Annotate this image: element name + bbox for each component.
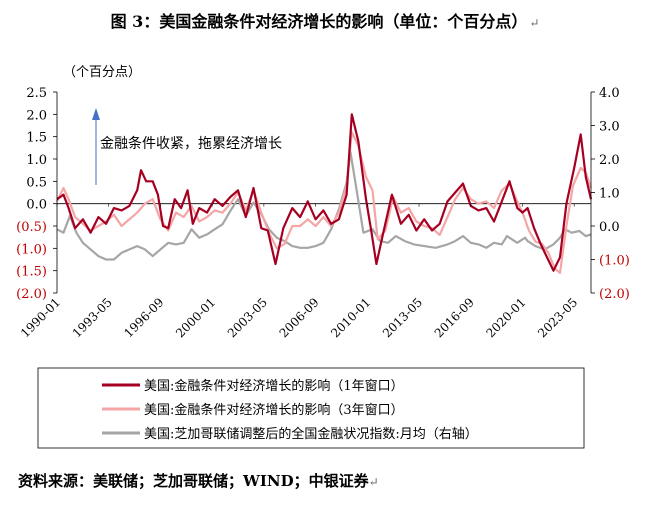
left-y-tick-label: (1.5) bbox=[16, 265, 47, 280]
source-note: 资料来源：美联储；芝加哥联储；WIND；中银证券↵ bbox=[18, 470, 379, 491]
annotation-text: 金融条件收紧，拖累经济增长 bbox=[100, 135, 282, 152]
right-y-tick-label: 4.0 bbox=[599, 86, 620, 101]
right-y-tick-label: 0.0 bbox=[599, 220, 620, 235]
series-line-2 bbox=[56, 131, 593, 274]
x-tick-label: 2003-05 bbox=[225, 295, 270, 340]
series-layer bbox=[56, 113, 593, 274]
x-tick-label: 2000-01 bbox=[173, 295, 218, 340]
right-y-tick-label: (1.0) bbox=[599, 254, 630, 269]
left-y-tick-label: 1.0 bbox=[26, 153, 47, 168]
x-tick-label: 1996-09 bbox=[121, 295, 166, 340]
series-line-1 bbox=[56, 113, 593, 272]
y-unit-label: （个百分点） bbox=[63, 65, 141, 80]
right-y-tick-label: (2.0) bbox=[599, 287, 630, 302]
right-y-tick-label: 1.0 bbox=[599, 187, 620, 202]
series-line-3 bbox=[56, 151, 592, 261]
x-tick-label: 2010-01 bbox=[328, 295, 373, 340]
axes-layer: 2.5 2.0 1.5 1.0 0.5 0.0 (0.5) (1.0) (1.5) (2.0) 4.… bbox=[16, 65, 630, 340]
x-tick-label: 2016-09 bbox=[432, 295, 477, 340]
left-y-tick-label: 2.0 bbox=[26, 108, 47, 123]
legend: 美国:金融条件对经济增长的影响（1年窗口） 美国:金融条件对经济增长的影响（3年窗… bbox=[37, 367, 585, 449]
left-y-tick-label: (1.0) bbox=[16, 242, 47, 257]
left-y-tick-label: (0.5) bbox=[16, 220, 47, 235]
left-y-tick-label: 2.5 bbox=[26, 86, 47, 101]
title-return-mark: ↵ bbox=[529, 16, 540, 30]
x-tick-label: 2023-05 bbox=[535, 295, 580, 340]
legend-label: 美国:金融条件对经济增长的影响（3年窗口） bbox=[144, 402, 404, 418]
figure-title: 图 3：美国金融条件对经济增长的影响（单位：个百分点） ↵ bbox=[0, 8, 650, 32]
left-y-tick-label: (2.0) bbox=[16, 287, 47, 302]
left-y-tick-label: 0.0 bbox=[26, 198, 47, 213]
source-text: 资料来源：美联储；芝加哥联储；WIND；中银证券 bbox=[18, 472, 369, 490]
x-tick-label: 2020-01 bbox=[483, 295, 528, 340]
legend-label: 美国:芝加哥联储调整后的全国金融状况指数:月均（右轴） bbox=[144, 426, 478, 442]
right-y-tick-label: 2.0 bbox=[599, 153, 620, 168]
figure-title-text: 图 3：美国金融条件对经济增长的影响（单位：个百分点） bbox=[110, 12, 528, 31]
source-return-mark: ↵ bbox=[368, 475, 379, 489]
x-tick-label: 1993-05 bbox=[70, 295, 115, 340]
left-y-tick-label: 1.5 bbox=[26, 131, 47, 146]
x-tick-label: 2013-05 bbox=[380, 295, 425, 340]
right-y-tick-label: 3.0 bbox=[599, 120, 620, 135]
x-tick-label: 2006-09 bbox=[277, 295, 322, 340]
annotation-layer: 金融条件收紧，拖累经济增长 bbox=[92, 108, 282, 185]
arrow-head-icon bbox=[92, 108, 100, 120]
left-y-tick-label: 0.5 bbox=[26, 175, 47, 190]
legend-label: 美国:金融条件对经济增长的影响（1年窗口） bbox=[144, 378, 404, 394]
